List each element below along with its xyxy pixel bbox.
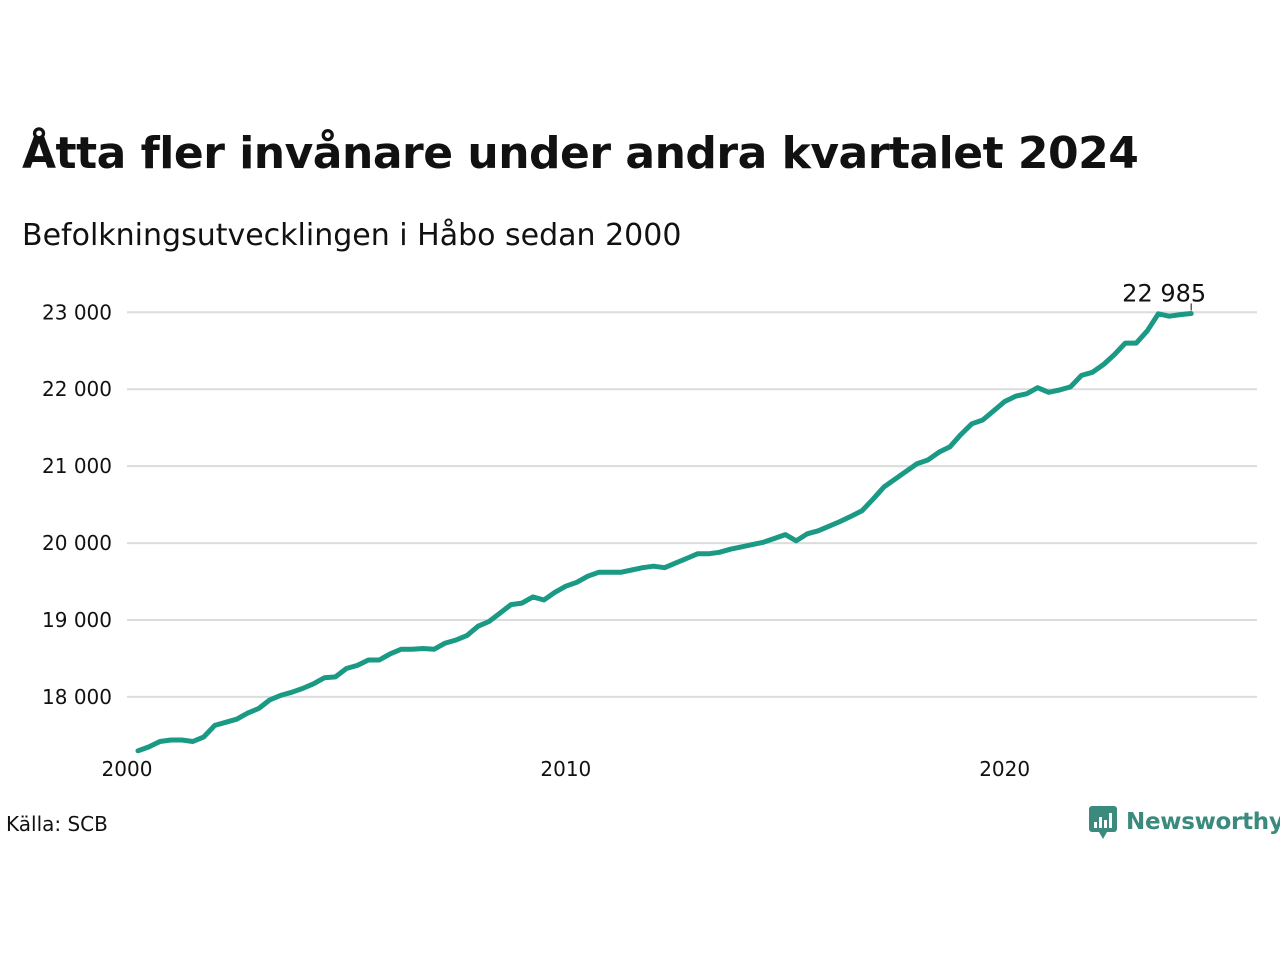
- source-note: Källa: SCB: [6, 812, 108, 836]
- x-tick-label: 2020: [979, 757, 1030, 781]
- gridlines: [127, 311, 1257, 698]
- y-tick-label: 23 000: [42, 300, 112, 324]
- chart-title: Åtta fler invånare under andra kvartalet…: [22, 128, 1139, 179]
- newsworthy-logo-text: Newsworthy: [1126, 809, 1280, 835]
- y-tick-label: 20 000: [42, 531, 112, 555]
- population-line: [135, 311, 1194, 754]
- line-chart: 18 000 19 000 20 000 21 000 22 000 23 000 200…: [42, 279, 1257, 781]
- chart-subtitle: Befolkningsutvecklingen i Håbo sedan 200…: [22, 218, 682, 253]
- newsworthy-logo: Newsworthy: [1088, 804, 1280, 840]
- x-axis-ticks: 2000 2010 2020: [102, 757, 1031, 781]
- y-axis-ticks: 18 000 19 000 20 000 21 000 22 000 23 000: [42, 300, 112, 709]
- y-tick-label: 21 000: [42, 454, 112, 478]
- y-tick-label: 18 000: [42, 685, 112, 709]
- y-tick-label: 22 000: [42, 377, 112, 401]
- x-tick-label: 2010: [540, 757, 591, 781]
- y-tick-label: 19 000: [42, 608, 112, 632]
- x-tick-label: 2000: [102, 757, 153, 781]
- newsworthy-logo-icon: [1089, 806, 1117, 839]
- end-value-label: 22 985: [1122, 279, 1206, 307]
